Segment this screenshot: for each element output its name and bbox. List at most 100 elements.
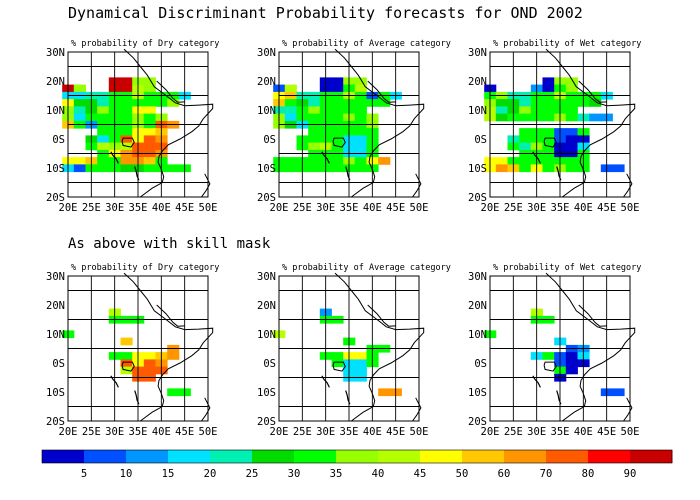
probability-cell	[143, 157, 156, 165]
probability-cell	[542, 157, 555, 165]
probability-cell	[565, 366, 578, 375]
probability-cell	[167, 164, 180, 173]
probability-cell	[308, 99, 321, 107]
colorbar-swatch	[294, 450, 337, 463]
lat-tick-label: 20S	[468, 416, 487, 428]
lat-tick-label: 0S	[474, 358, 487, 370]
probability-cell	[120, 106, 133, 115]
lon-tick-label: 50E	[199, 426, 218, 438]
probability-cell	[73, 113, 86, 122]
probability-cell	[120, 337, 133, 346]
lat-tick-label: 30N	[257, 271, 276, 283]
lat-tick-label: 0S	[263, 358, 276, 370]
panel-title: % probability of Dry category	[71, 39, 219, 49]
probability-cell	[73, 84, 86, 93]
lon-tick-label: 30E	[316, 426, 335, 438]
lon-tick-label: 25E	[293, 426, 312, 438]
probability-cell	[120, 113, 133, 122]
colorbar-tick-label: 90	[624, 468, 637, 480]
lat-tick-label: 0S	[474, 134, 487, 146]
lat-tick-label: 10S	[468, 387, 487, 399]
colorbar-swatch	[84, 450, 127, 463]
lat-tick-label: 30N	[468, 47, 487, 59]
coastline	[201, 173, 211, 198]
section-title-skill-mask: As above with skill mask	[68, 236, 271, 252]
probability-cell	[284, 164, 297, 173]
lat-tick-label: 10N	[468, 105, 487, 117]
panel-title: % probability of Dry category	[71, 263, 219, 273]
probability-cell	[97, 128, 110, 136]
lat-tick-label: 20N	[468, 76, 487, 88]
probability-cell	[97, 157, 110, 165]
lon-tick-label: 45E	[386, 202, 405, 214]
lat-tick-label: 20S	[468, 192, 487, 204]
colorbar-tick-label: 80	[582, 468, 595, 480]
lon-tick-label: 35E	[340, 426, 359, 438]
colorbar-tick-label: 60	[498, 468, 511, 480]
lon-tick-label: 30E	[527, 202, 546, 214]
lake-outline	[134, 166, 140, 181]
probability-cell	[143, 142, 156, 151]
coastline	[623, 173, 633, 198]
probability-cell	[612, 164, 625, 173]
colorbar-swatch	[462, 450, 505, 463]
probability-cell	[542, 128, 555, 136]
lat-tick-label: 0S	[52, 134, 65, 146]
lon-tick-label: 50E	[621, 426, 640, 438]
lat-tick-label: 20S	[46, 192, 65, 204]
colorbar-swatch	[378, 450, 421, 463]
probability-cell	[331, 135, 344, 144]
probability-cell	[97, 164, 110, 173]
lat-tick-label: 20S	[257, 192, 276, 204]
lake-outline	[345, 390, 351, 405]
lon-tick-label: 35E	[129, 202, 148, 214]
probability-cell	[143, 128, 156, 136]
probability-cell	[495, 157, 508, 165]
probability-cell	[565, 135, 578, 144]
map-panel-wet-full: % probability of Wet category 30N 20N 10N 0S…	[468, 39, 641, 214]
coastline	[156, 80, 185, 103]
colorbar-swatch	[546, 450, 589, 463]
lat-tick-label: 20N	[257, 300, 276, 312]
probability-cell	[284, 99, 297, 107]
lon-tick-label: 40E	[574, 426, 593, 438]
probability-cell	[354, 106, 367, 115]
probability-cell	[308, 157, 321, 165]
panel-title: % probability of Wet category	[493, 39, 641, 49]
lon-tick-label: 45E	[386, 426, 405, 438]
probability-cell	[97, 99, 110, 107]
probability-cell	[331, 99, 344, 107]
colorbar-swatch	[588, 450, 631, 463]
probability-cell	[331, 77, 344, 86]
probability-cell	[331, 157, 344, 165]
probability-cell	[308, 164, 321, 173]
probability-cell	[354, 164, 367, 173]
lat-tick-label: 20S	[257, 416, 276, 428]
probability-cell	[354, 142, 367, 151]
coastline	[578, 304, 607, 327]
lat-tick-label: 30N	[46, 271, 65, 283]
probability-cell	[73, 99, 86, 107]
lon-tick-label: 45E	[597, 426, 616, 438]
lon-tick-label: 35E	[551, 426, 570, 438]
lon-tick-label: 30E	[105, 202, 124, 214]
lat-tick-label: 20N	[46, 300, 65, 312]
probability-cell	[143, 352, 156, 360]
lon-tick-label: 25E	[82, 426, 101, 438]
probability-cell	[495, 164, 508, 173]
probability-cell	[542, 99, 555, 107]
probability-cell	[519, 106, 532, 115]
colorbar-swatch	[168, 450, 211, 463]
probability-cell	[284, 113, 297, 122]
lon-tick-label: 45E	[597, 202, 616, 214]
lake-outline	[543, 137, 557, 148]
probability-cell	[284, 157, 297, 165]
probability-cell	[354, 135, 367, 144]
probability-cell	[120, 164, 133, 173]
colorbar-frame	[41, 449, 673, 464]
probability-cell	[120, 128, 133, 136]
lat-tick-label: 10S	[46, 163, 65, 175]
lake-outline	[556, 390, 562, 405]
probability-cell	[565, 164, 578, 173]
probability-cell	[331, 84, 344, 93]
